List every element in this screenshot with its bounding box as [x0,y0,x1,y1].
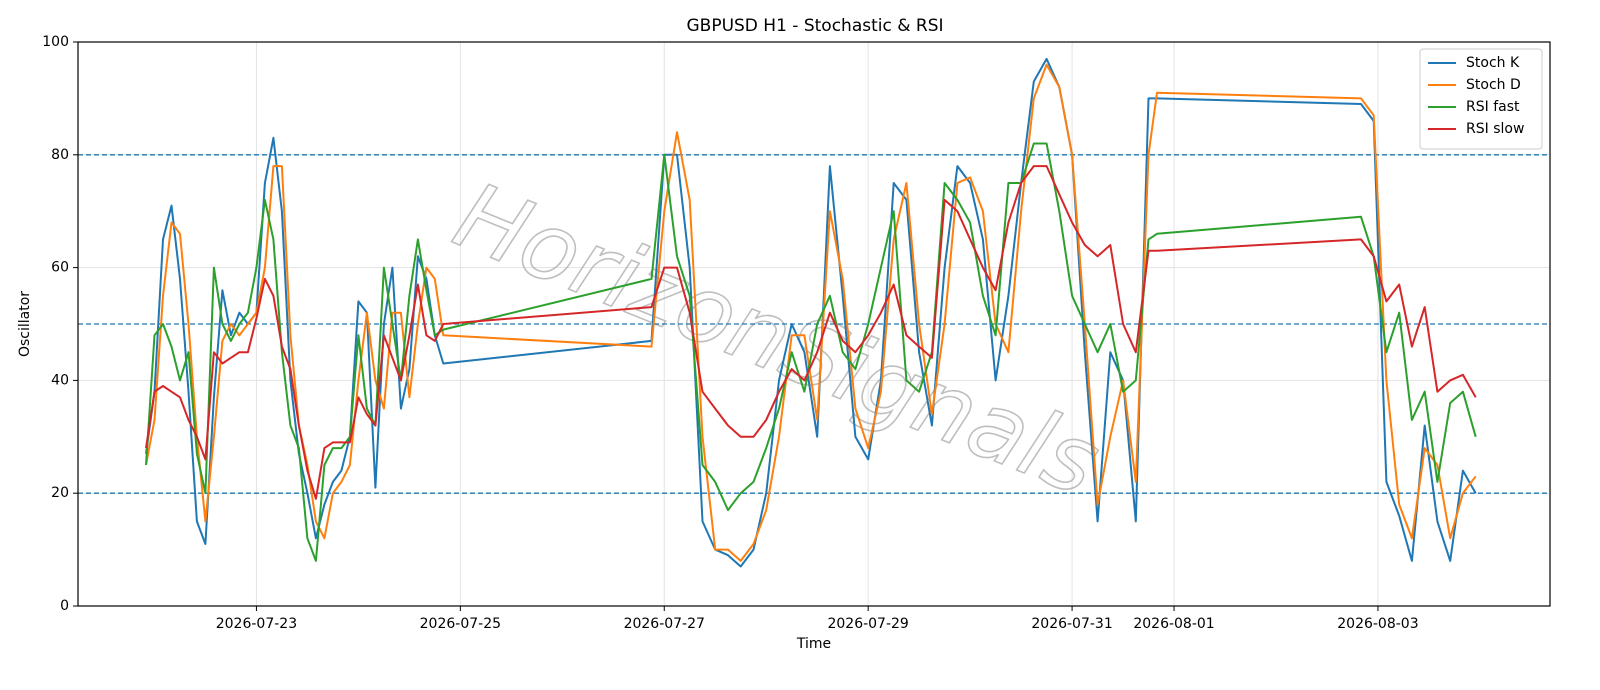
series-line [145,57,1477,568]
x-tick-label: 2026-07-29 [827,616,908,632]
watermark: HorizonSignals [441,162,1114,517]
legend-label: RSI fast [1466,99,1520,115]
x-tick-label: 2026-08-01 [1133,616,1214,632]
legend-label: RSI slow [1466,121,1524,137]
y-tick-label: 80 [51,147,69,163]
x-tick-label: 2026-07-23 [216,616,297,632]
plot-frame [77,41,1551,607]
y-axis-label: Oscillator [17,291,33,357]
y-tick-label: 40 [51,372,69,388]
legend-label: Stoch K [1466,55,1520,71]
series-line [145,63,1477,562]
series-line [145,142,1477,562]
y-tick-label: 60 [51,260,69,276]
x-tick-label: 2026-08-03 [1337,616,1418,632]
x-tick-label: 2026-07-31 [1031,616,1112,632]
legend-label: Stoch D [1466,77,1521,93]
y-tick-label: 20 [51,485,69,501]
x-tick-label: 2026-07-25 [420,616,501,632]
x-tick-label: 2026-07-27 [624,616,705,632]
legend: Stoch K Stoch D RSI fast RSI slow [1419,48,1543,150]
y-tick-label: 100 [42,34,69,50]
y-tick-label: 0 [60,598,69,614]
series-line [145,165,1477,500]
x-axis-label: Time [796,636,831,652]
chart-title: GBPUSD H1 - Stochastic & RSI [686,16,943,36]
legend-box [1419,48,1543,150]
